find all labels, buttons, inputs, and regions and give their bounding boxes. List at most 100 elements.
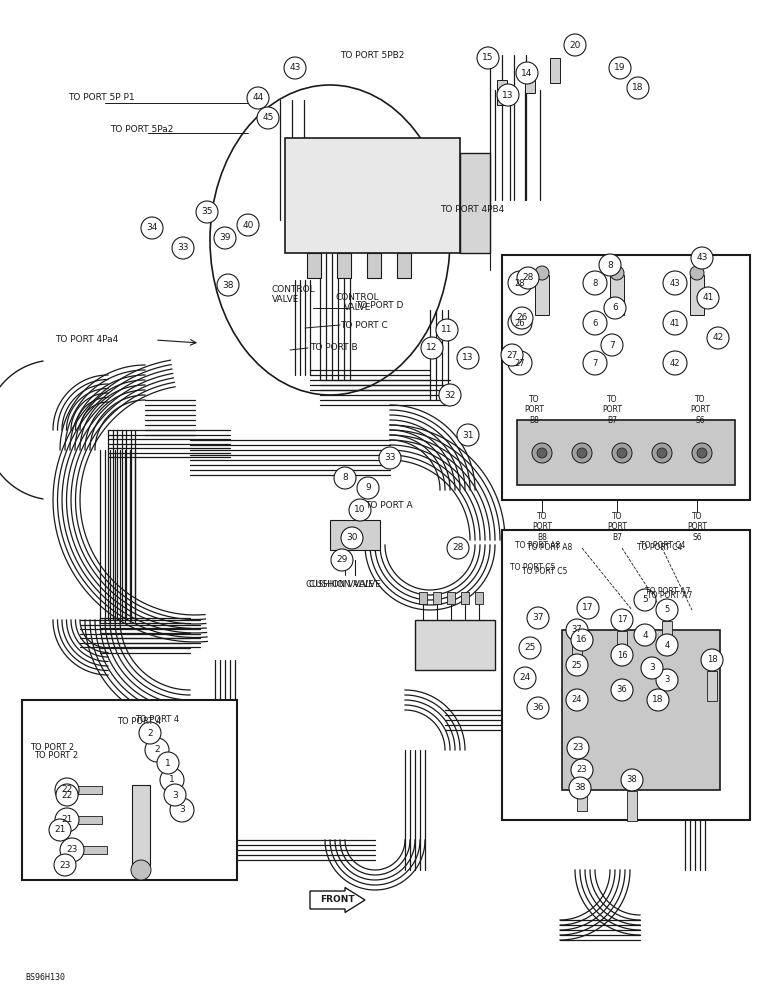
Bar (475, 592, 483, 604)
Text: 13: 13 (462, 354, 474, 362)
Text: 30: 30 (347, 534, 357, 542)
Text: 25: 25 (524, 644, 536, 652)
Circle shape (583, 351, 607, 375)
Circle shape (690, 266, 704, 280)
Bar (285, 138, 460, 253)
Text: TO PORT 4PB4: TO PORT 4PB4 (440, 206, 504, 215)
Text: 21: 21 (54, 826, 66, 834)
Text: TO PORT A8: TO PORT A8 (515, 540, 560, 550)
Text: 38: 38 (627, 776, 638, 784)
Text: BS96H130: BS96H130 (25, 974, 65, 982)
Bar (497, 80, 507, 105)
Bar (77, 816, 102, 824)
Text: 5: 5 (665, 605, 669, 614)
Circle shape (331, 549, 353, 571)
Bar (367, 253, 381, 278)
Text: 19: 19 (615, 64, 626, 73)
Circle shape (577, 597, 599, 619)
Text: 18: 18 (706, 656, 717, 664)
Circle shape (517, 267, 539, 289)
Text: 22: 22 (62, 786, 73, 794)
Circle shape (612, 443, 632, 463)
Circle shape (697, 448, 707, 458)
Circle shape (157, 752, 179, 774)
Circle shape (214, 227, 236, 249)
Bar (535, 275, 549, 315)
Text: TO PORT 5P P1: TO PORT 5P P1 (68, 94, 134, 103)
Circle shape (514, 667, 536, 689)
Circle shape (657, 448, 667, 458)
Bar (337, 253, 351, 278)
Text: 18: 18 (652, 696, 664, 704)
Text: 33: 33 (384, 454, 396, 462)
Text: 1: 1 (165, 758, 171, 768)
Circle shape (349, 499, 371, 521)
Text: 39: 39 (219, 233, 231, 242)
Text: 26: 26 (515, 318, 525, 328)
Circle shape (656, 669, 678, 691)
Circle shape (532, 443, 552, 463)
Circle shape (55, 808, 79, 832)
Circle shape (439, 384, 461, 406)
Circle shape (604, 297, 626, 319)
Circle shape (131, 860, 151, 880)
Text: 24: 24 (572, 696, 582, 704)
Bar (460, 153, 490, 253)
Circle shape (141, 217, 163, 239)
Circle shape (566, 654, 588, 676)
Circle shape (610, 266, 624, 280)
Text: 8: 8 (607, 260, 613, 269)
Circle shape (56, 784, 78, 806)
Text: 23: 23 (59, 860, 71, 869)
Text: TO PORT A7: TO PORT A7 (645, 587, 690, 596)
Circle shape (647, 689, 669, 711)
Text: CONTROL
VALVE: CONTROL VALVE (336, 293, 379, 312)
Text: 16: 16 (576, 636, 587, 645)
Text: 34: 34 (147, 224, 157, 232)
Circle shape (379, 447, 401, 469)
Bar (77, 786, 102, 794)
Circle shape (656, 599, 678, 621)
Text: 25: 25 (572, 660, 582, 670)
Text: 12: 12 (426, 344, 438, 353)
Text: 28: 28 (452, 544, 464, 552)
Circle shape (567, 737, 589, 759)
Circle shape (611, 609, 633, 631)
Text: 8: 8 (592, 278, 598, 288)
Circle shape (501, 344, 523, 366)
Circle shape (537, 448, 547, 458)
Circle shape (139, 722, 161, 744)
Bar (707, 671, 717, 701)
Text: 22: 22 (62, 790, 73, 800)
Circle shape (634, 589, 656, 611)
Text: 23: 23 (577, 766, 587, 774)
Circle shape (508, 351, 532, 375)
Circle shape (447, 537, 469, 559)
Circle shape (691, 247, 713, 269)
Circle shape (257, 107, 279, 129)
Circle shape (284, 57, 306, 79)
Text: 43: 43 (696, 253, 708, 262)
Bar (415, 620, 495, 670)
Text: 31: 31 (462, 430, 474, 440)
Circle shape (60, 838, 84, 862)
Text: CONTROL
VALVE: CONTROL VALVE (272, 285, 316, 304)
Circle shape (237, 214, 259, 236)
Circle shape (571, 629, 593, 651)
Text: 45: 45 (262, 113, 274, 122)
Text: TO PORT 4Pa4: TO PORT 4Pa4 (55, 336, 118, 344)
Text: TO PORT C4: TO PORT C4 (640, 540, 686, 550)
Text: 37: 37 (532, 613, 543, 622)
Circle shape (217, 274, 239, 296)
Circle shape (457, 347, 479, 369)
Circle shape (519, 637, 541, 659)
Text: TO
PORT
B7: TO PORT B7 (602, 395, 622, 425)
Circle shape (196, 201, 218, 223)
Text: TO PORT C4: TO PORT C4 (637, 544, 682, 552)
Bar (82, 846, 107, 854)
Text: 42: 42 (713, 334, 723, 342)
Text: 3: 3 (665, 676, 669, 684)
Text: 17: 17 (582, 603, 594, 612)
Circle shape (641, 657, 663, 679)
Circle shape (627, 77, 649, 99)
